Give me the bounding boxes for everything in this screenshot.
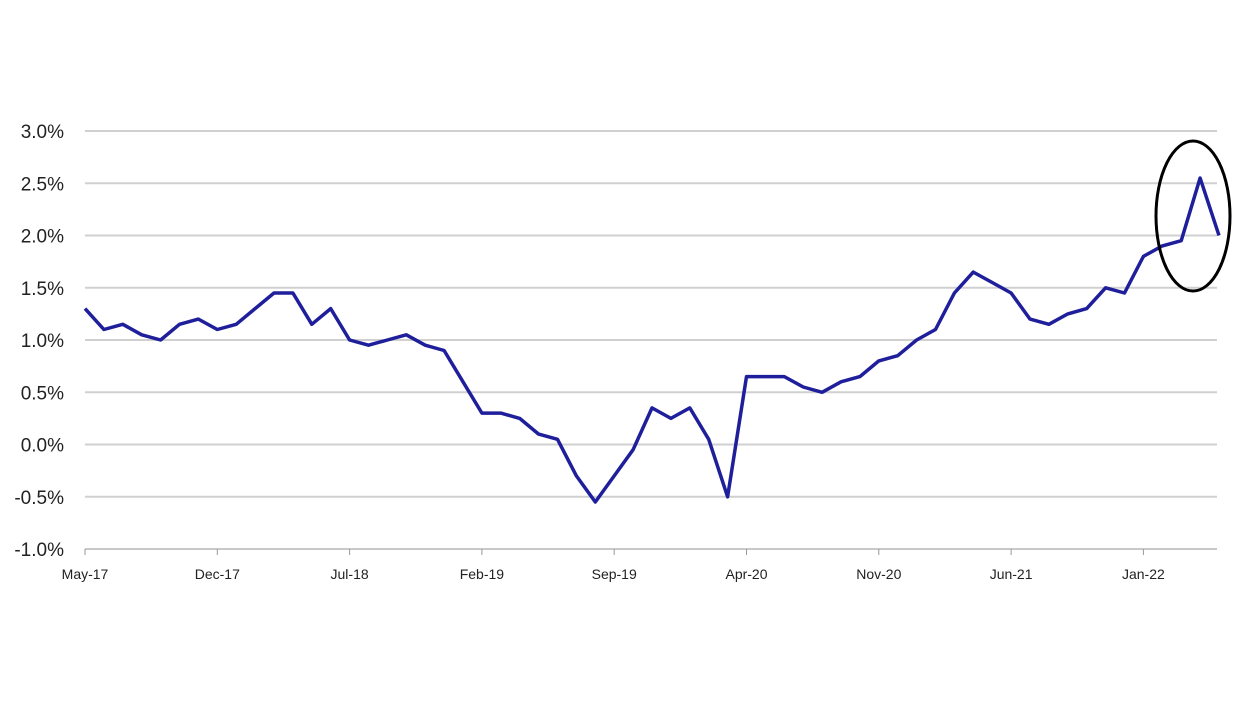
data-line: [83, 176, 1221, 504]
y-tick-label: 1.0%: [21, 331, 64, 352]
y-tick-label: 3.0%: [21, 122, 64, 143]
x-tick-label: Apr-20: [725, 566, 767, 582]
x-tick-label: Jun-21: [990, 566, 1033, 582]
x-tick-label: Feb-19: [460, 566, 505, 582]
plot-area: [83, 176, 1221, 504]
x-tick-label: May-17: [62, 566, 109, 582]
x-tick-label: Sep-19: [592, 566, 637, 582]
y-tick-label: 2.0%: [21, 227, 64, 248]
x-tick-label: Dec-17: [195, 566, 240, 582]
y-tick-label: -1.0%: [14, 540, 64, 561]
x-tick-label: Jul-18: [331, 566, 369, 582]
x-tick-label: Jan-22: [1122, 566, 1165, 582]
y-tick-label: 0.0%: [21, 436, 64, 457]
x-axis: May-17 Dec-17 Jul-18 Feb-19 Sep-19 Apr-20 Nov-…: [62, 548, 1217, 582]
y-tick-label: 0.5%: [21, 383, 64, 404]
y-tick-label: 1.5%: [21, 279, 64, 300]
x-tick-label: Nov-20: [856, 566, 901, 582]
y-tick-label: -0.5%: [14, 488, 64, 509]
y-tick-label: 2.5%: [21, 174, 64, 195]
highlight-ellipse: [1154, 139, 1232, 293]
grid: -1.0% -0.5% 0.0% 0.5% 1.0% 1.5% 2.0% 2.5% 3.0%: [14, 122, 1217, 561]
